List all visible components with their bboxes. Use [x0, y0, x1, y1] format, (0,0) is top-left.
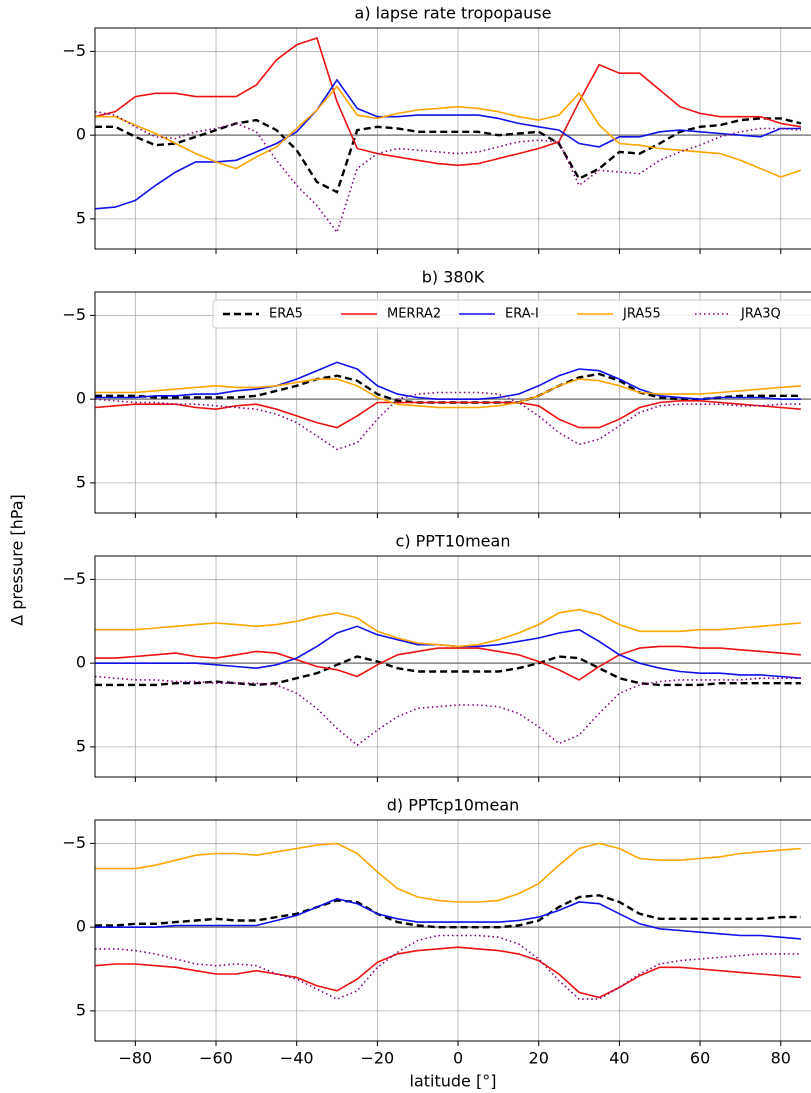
axes-frame — [94, 819, 811, 1042]
series-line — [94, 36, 802, 167]
y-tick-label: 5 — [76, 1000, 86, 1019]
panel-title: d) PPTcp10mean — [387, 796, 520, 815]
x-tick-label: 40 — [609, 1049, 629, 1068]
panel-title: b) 380K — [422, 268, 485, 287]
axes-frame — [94, 555, 811, 778]
y-tick-label: −5 — [62, 833, 86, 852]
series-line — [94, 400, 801, 429]
x-tick-label: 0 — [453, 1049, 463, 1068]
series-line — [95, 378, 801, 409]
series-line — [95, 361, 801, 401]
y-axis-label: Δ pressure [hPa] — [8, 494, 27, 626]
series-line — [95, 372, 801, 404]
x-tick-label: −60 — [199, 1049, 233, 1068]
axes-frame — [94, 27, 811, 250]
series-line — [95, 625, 801, 679]
axes-frame — [94, 291, 811, 514]
panel-title: c) PPT10mean — [396, 532, 511, 551]
legend-label: MERRA2 — [387, 307, 441, 322]
series-line — [94, 110, 801, 235]
series-line — [95, 608, 801, 648]
series-line — [95, 897, 801, 940]
legend-label: ERA-I — [505, 307, 539, 322]
y-tick-label: 5 — [76, 736, 86, 755]
x-tick-label: 20 — [529, 1049, 549, 1068]
legend-label: ERA5 — [269, 307, 303, 322]
y-tick-label: 5 — [76, 472, 86, 491]
panel-title: a) lapse rate tropopause — [355, 4, 552, 23]
y-tick-label: 0 — [76, 125, 86, 144]
y-tick-label: −5 — [62, 305, 86, 324]
series-line — [95, 655, 801, 687]
legend-label: JRA3Q — [740, 307, 781, 322]
x-tick-label: −40 — [280, 1049, 314, 1068]
x-tick-label: 80 — [771, 1049, 791, 1068]
series-line — [95, 842, 801, 903]
y-tick-label: 0 — [76, 653, 86, 672]
x-tick-label: −80 — [118, 1049, 152, 1068]
x-axis-label: latitude [°] — [410, 1072, 497, 1091]
y-tick-label: −5 — [62, 41, 86, 60]
y-tick-label: −5 — [62, 569, 86, 588]
series-line — [94, 675, 801, 747]
legend-box — [212, 299, 811, 329]
y-tick-label: 5 — [76, 208, 86, 227]
x-tick-label: −20 — [360, 1049, 394, 1068]
series-line — [95, 934, 801, 1000]
series-line — [94, 78, 801, 210]
y-tick-label: 0 — [76, 917, 86, 936]
series-line — [95, 894, 801, 929]
x-tick-label: 60 — [690, 1049, 710, 1068]
series-line — [94, 391, 801, 451]
y-tick-label: 0 — [76, 389, 86, 408]
series-line — [94, 946, 801, 999]
series-line — [95, 645, 801, 681]
legend-label: JRA55 — [622, 307, 661, 322]
